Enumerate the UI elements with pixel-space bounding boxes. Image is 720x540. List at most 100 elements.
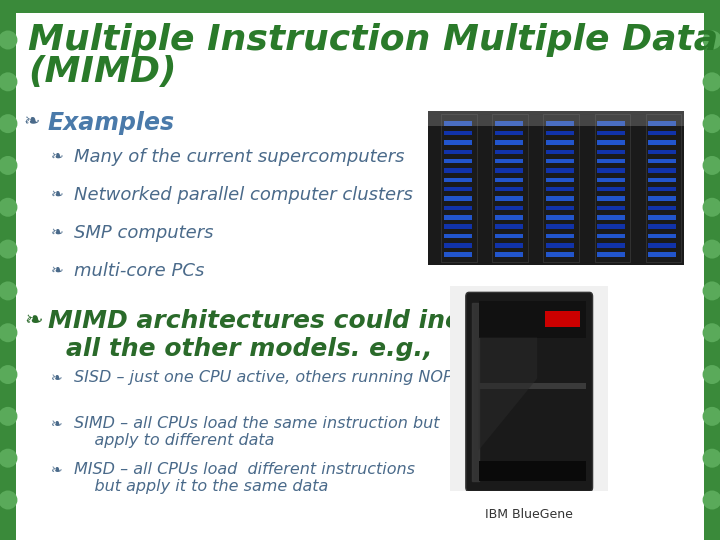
Bar bbox=[479, 383, 586, 389]
Bar bbox=[597, 140, 625, 145]
Bar bbox=[546, 224, 574, 229]
Circle shape bbox=[703, 114, 720, 133]
Text: Networked parallel computer clusters: Networked parallel computer clusters bbox=[74, 186, 413, 204]
Bar bbox=[546, 206, 574, 210]
Text: Examples: Examples bbox=[48, 111, 175, 134]
Bar bbox=[495, 122, 523, 126]
Bar bbox=[444, 159, 472, 164]
Circle shape bbox=[0, 407, 17, 426]
Bar bbox=[444, 243, 472, 247]
Bar bbox=[479, 301, 586, 338]
Text: ❧: ❧ bbox=[51, 262, 63, 278]
Circle shape bbox=[0, 281, 17, 300]
Text: ❧: ❧ bbox=[51, 148, 63, 164]
Circle shape bbox=[703, 30, 720, 50]
Bar bbox=[546, 168, 574, 173]
Text: SMP computers: SMP computers bbox=[74, 224, 213, 242]
Circle shape bbox=[703, 240, 720, 259]
Bar bbox=[546, 159, 574, 164]
Bar bbox=[648, 150, 676, 154]
Bar bbox=[597, 196, 625, 201]
Circle shape bbox=[703, 156, 720, 175]
Circle shape bbox=[0, 156, 17, 175]
Bar bbox=[495, 196, 523, 201]
Circle shape bbox=[703, 449, 720, 468]
Bar bbox=[546, 131, 574, 136]
Bar bbox=[544, 114, 579, 261]
Polygon shape bbox=[479, 338, 537, 450]
Bar bbox=[597, 159, 625, 164]
Bar bbox=[597, 150, 625, 154]
Bar bbox=[444, 187, 472, 192]
Bar bbox=[704, 0, 720, 540]
Bar bbox=[492, 114, 528, 261]
Bar bbox=[597, 252, 625, 257]
Bar bbox=[444, 150, 472, 154]
Text: all the other models. e.g.,: all the other models. e.g., bbox=[66, 336, 432, 361]
Bar bbox=[546, 234, 574, 238]
Bar bbox=[444, 252, 472, 257]
Bar bbox=[546, 122, 574, 126]
Bar bbox=[648, 178, 676, 182]
Bar bbox=[495, 178, 523, 182]
Bar bbox=[648, 234, 676, 238]
FancyBboxPatch shape bbox=[466, 292, 593, 491]
Bar bbox=[444, 140, 472, 145]
Bar bbox=[648, 122, 676, 126]
Bar bbox=[495, 159, 523, 164]
Bar bbox=[546, 252, 574, 257]
Text: ❧: ❧ bbox=[51, 187, 63, 201]
Bar bbox=[444, 131, 472, 136]
Bar bbox=[495, 234, 523, 238]
Bar bbox=[444, 122, 472, 126]
Bar bbox=[495, 140, 523, 145]
Bar bbox=[495, 187, 523, 192]
Bar bbox=[646, 114, 681, 261]
Bar bbox=[597, 168, 625, 173]
Bar bbox=[648, 131, 676, 136]
Bar bbox=[597, 178, 625, 182]
Circle shape bbox=[0, 72, 17, 91]
Bar bbox=[495, 215, 523, 220]
Text: ❧: ❧ bbox=[24, 113, 40, 132]
Bar bbox=[597, 187, 625, 192]
Bar bbox=[495, 168, 523, 173]
Text: ❧: ❧ bbox=[24, 310, 42, 330]
Bar bbox=[597, 224, 625, 229]
Bar bbox=[648, 168, 676, 173]
Bar bbox=[648, 243, 676, 247]
Bar bbox=[648, 215, 676, 220]
Bar bbox=[597, 131, 625, 136]
Bar bbox=[546, 196, 574, 201]
Bar bbox=[595, 114, 630, 261]
Text: Multiple Instruction Multiple Data: Multiple Instruction Multiple Data bbox=[28, 23, 718, 57]
Circle shape bbox=[703, 198, 720, 217]
Bar bbox=[444, 178, 472, 182]
Bar bbox=[444, 206, 472, 210]
Bar bbox=[495, 131, 523, 136]
Text: ❧: ❧ bbox=[51, 417, 63, 431]
Circle shape bbox=[0, 323, 17, 342]
Bar bbox=[479, 461, 586, 481]
Bar bbox=[495, 206, 523, 210]
Bar bbox=[444, 215, 472, 220]
Bar bbox=[444, 224, 472, 229]
Circle shape bbox=[703, 407, 720, 426]
Circle shape bbox=[0, 198, 17, 217]
Circle shape bbox=[0, 114, 17, 133]
Bar bbox=[546, 243, 574, 247]
Bar bbox=[495, 252, 523, 257]
Bar bbox=[648, 159, 676, 164]
Circle shape bbox=[0, 365, 17, 384]
Bar bbox=[597, 234, 625, 238]
Bar bbox=[545, 311, 580, 327]
Text: (MIMD): (MIMD) bbox=[28, 55, 176, 89]
Circle shape bbox=[0, 30, 17, 50]
Circle shape bbox=[0, 449, 17, 468]
Bar bbox=[0, 0, 16, 540]
Text: multi-core PCs: multi-core PCs bbox=[74, 262, 204, 280]
Bar bbox=[648, 196, 676, 201]
Bar bbox=[546, 178, 574, 182]
Circle shape bbox=[703, 72, 720, 91]
Text: ❧: ❧ bbox=[51, 225, 63, 240]
